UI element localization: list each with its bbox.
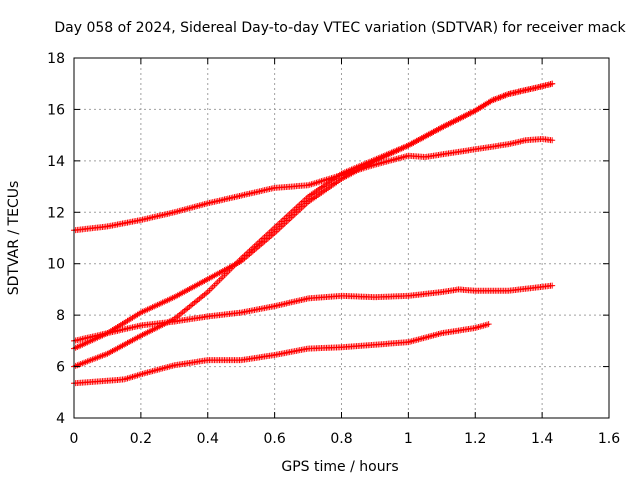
x-tick-label: 1.2 bbox=[464, 431, 486, 447]
y-tick-label: 12 bbox=[47, 205, 65, 221]
x-tick-label: 0.2 bbox=[130, 431, 152, 447]
chart-title: Day 058 of 2024, Sidereal Day-to-day VTE… bbox=[54, 20, 626, 36]
y-tick-label: 18 bbox=[47, 51, 65, 67]
x-tick-label: 1.6 bbox=[598, 431, 620, 447]
y-tick-label: 8 bbox=[56, 308, 65, 324]
x-tick-label: 0.6 bbox=[263, 431, 285, 447]
x-tick-label: 0.8 bbox=[330, 431, 352, 447]
data-point bbox=[549, 137, 556, 144]
series-3 bbox=[71, 80, 556, 370]
data-point bbox=[485, 321, 492, 328]
series-layer bbox=[71, 80, 556, 387]
grid bbox=[74, 58, 609, 418]
data-point bbox=[549, 282, 556, 289]
series-5 bbox=[71, 321, 492, 387]
series-4 bbox=[71, 282, 556, 344]
x-tick-label: 1.4 bbox=[531, 431, 553, 447]
series-1 bbox=[71, 136, 556, 234]
y-tick-label: 16 bbox=[47, 102, 65, 118]
x-tick-label: 0 bbox=[70, 431, 79, 447]
y-tick-label: 6 bbox=[56, 360, 65, 376]
data-point bbox=[549, 80, 556, 87]
y-axis-label: SDTVAR / TECUs bbox=[6, 181, 22, 296]
y-tick-label: 4 bbox=[56, 411, 65, 427]
x-tick-label: 1 bbox=[404, 431, 413, 447]
y-tick-label: 10 bbox=[47, 257, 65, 273]
y-tick-label: 14 bbox=[47, 154, 65, 170]
x-tick-label: 0.4 bbox=[197, 431, 219, 447]
ticks: 0 0.2 0.4 0.6 0.8 1 1.2 1.4 1.6 4 6 8 10 12 14 16 18 bbox=[47, 51, 620, 447]
x-axis-label: GPS time / hours bbox=[281, 459, 398, 475]
